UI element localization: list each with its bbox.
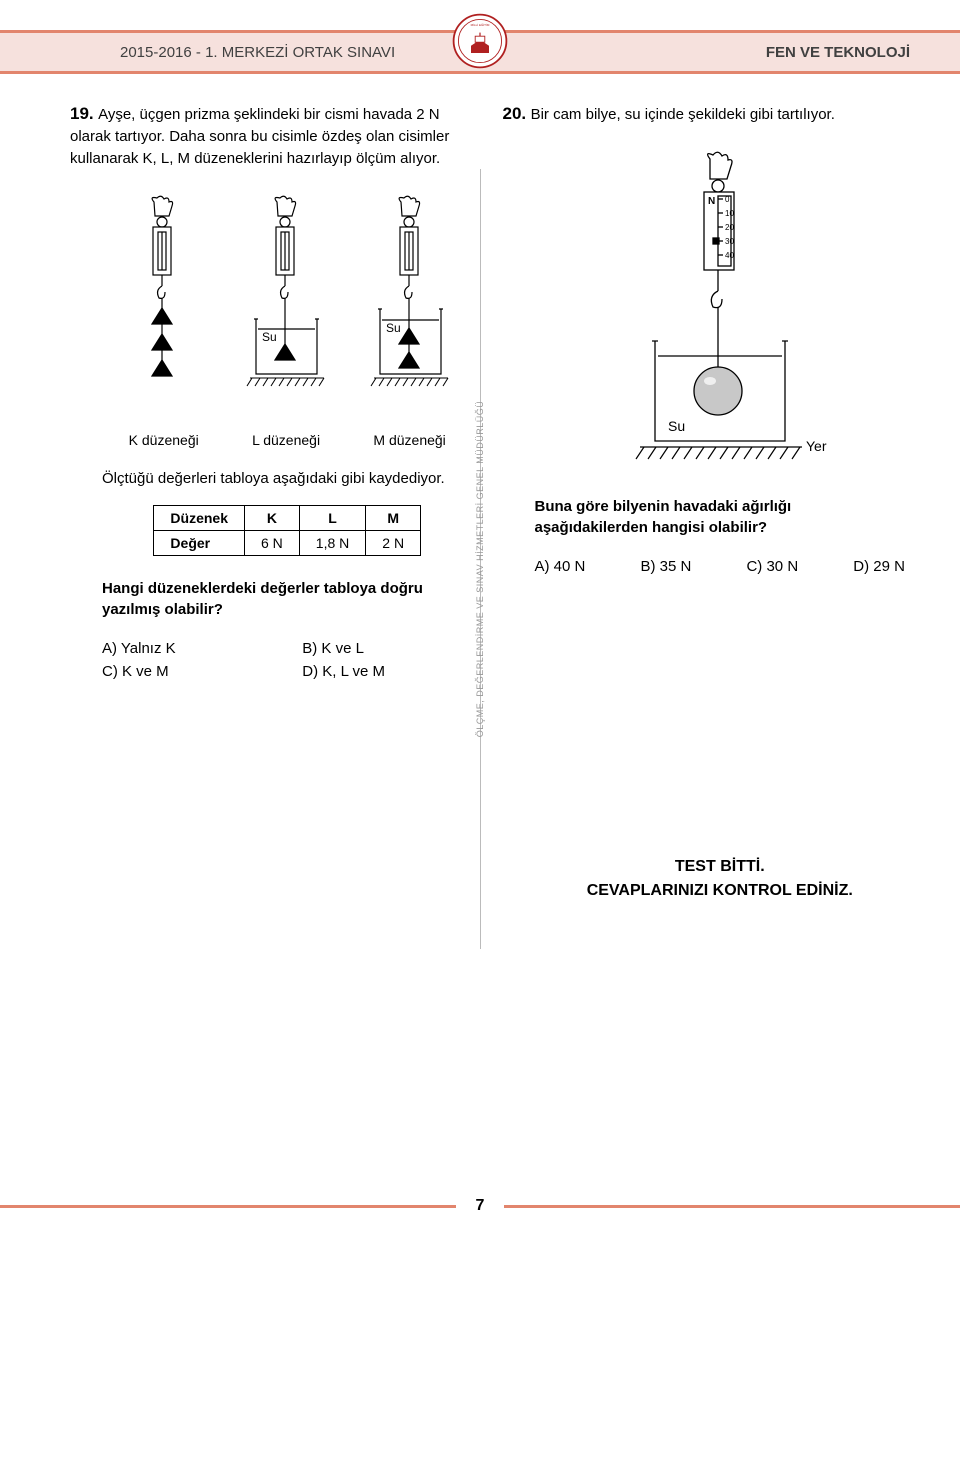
svg-text:Su: Su	[386, 321, 401, 335]
cell-m: 2 N	[366, 531, 421, 556]
q19-option-c: C) K ve M	[102, 663, 272, 680]
page-number: 7	[464, 1194, 497, 1218]
label-l: L düzeneği	[252, 432, 320, 448]
svg-text:30: 30	[725, 237, 734, 246]
left-column: 19. Ayşe, üçgen prizma şeklindeki bir ci…	[55, 104, 488, 1144]
q20-figure: N 0 10 20 30 40	[535, 151, 906, 481]
question-20: 20. Bir cam bilye, su içinde şekildeki g…	[503, 104, 906, 126]
setup-k-icon	[109, 194, 219, 424]
cell-l: 1,8 N	[299, 531, 365, 556]
svg-text:Yer: Yer	[806, 438, 827, 454]
content-area: 19. Ayşe, üçgen prizma şeklindeki bir ci…	[0, 74, 960, 1174]
label-m: M düzeneği	[373, 432, 445, 448]
meb-logo-icon: MİLLİ EĞİTİM	[450, 11, 510, 71]
q19-body: Su	[70, 194, 473, 680]
table-header-row: Düzenek K L M	[154, 506, 421, 531]
q20-body: N 0 10 20 30 40	[503, 151, 906, 903]
q20-number: 20.	[503, 104, 527, 123]
svg-text:0: 0	[725, 195, 730, 204]
q20-option-a: A) 40 N	[535, 558, 586, 575]
cell-k: 6 N	[245, 531, 300, 556]
svg-text:N: N	[708, 196, 715, 207]
q20-option-c: C) 30 N	[746, 558, 798, 575]
q19-text: Ayşe, üçgen prizma şeklindeki bir cismi …	[70, 106, 449, 167]
test-end-line1: TEST BİTTİ.	[535, 855, 906, 879]
q19-option-d: D) K, L ve M	[302, 663, 472, 680]
exam-title: 2015-2016 - 1. MERKEZİ ORTAK SINAVI	[120, 44, 395, 61]
footer-line-left	[0, 1205, 456, 1208]
q19-number: 19.	[70, 104, 94, 123]
q19-option-b: B) K ve L	[302, 640, 472, 657]
q20-question: Buna göre bilyenin havadaki ağırlığı aşa…	[535, 496, 906, 538]
q19-figure-row: Su	[102, 194, 473, 424]
question-19: 19. Ayşe, üçgen prizma şeklindeki bir ci…	[70, 104, 473, 169]
svg-text:40: 40	[725, 251, 734, 260]
q19-data-table: Düzenek K L M Değer 6 N 1,8 N 2 N	[153, 505, 421, 556]
q20-apparatus-icon: N 0 10 20 30 40	[610, 151, 830, 481]
header-bar: 2015-2016 - 1. MERKEZİ ORTAK SINAVI MİLL…	[0, 30, 960, 74]
subject-title: FEN VE TEKNOLOJİ	[766, 44, 910, 61]
svg-text:10: 10	[725, 209, 734, 218]
q19-options: A) Yalnız K B) K ve L C) K ve M D) K, L …	[102, 640, 473, 680]
setup-l-icon: Su	[232, 194, 342, 424]
q20-option-d: D) 29 N	[853, 558, 905, 575]
label-k: K düzeneği	[129, 432, 199, 448]
q19-option-a: A) Yalnız K	[102, 640, 272, 657]
footer-line-right	[504, 1205, 960, 1208]
page-footer: 7	[0, 1194, 960, 1218]
q20-text: Bir cam bilye, su içinde şekildeki gibi …	[531, 106, 835, 123]
vertical-ministry-label: ÖLÇME, DEĞERLENDİRME VE SINAV HİZMETLERİ…	[475, 401, 485, 738]
q20-option-b: B) 35 N	[640, 558, 691, 575]
svg-text:20: 20	[725, 223, 734, 232]
setup-m-icon: Su	[356, 194, 466, 424]
th-m: M	[366, 506, 421, 531]
test-end-line2: CEVAPLARINIZI KONTROL EDİNİZ.	[535, 879, 906, 903]
th-setup: Düzenek	[154, 506, 245, 531]
th-k: K	[245, 506, 300, 531]
q20-options: A) 40 N B) 35 N C) 30 N D) 29 N	[535, 558, 906, 575]
right-column: 20. Bir cam bilye, su içinde şekildeki g…	[488, 104, 921, 1144]
svg-text:Su: Su	[668, 418, 685, 434]
table-value-row: Değer 6 N 1,8 N 2 N	[154, 531, 421, 556]
q19-setup-labels: K düzeneği L düzeneği M düzeneği	[102, 432, 473, 448]
q19-record-text: Ölçtüğü değerleri tabloya aşağıdaki gibi…	[102, 470, 473, 487]
q19-question: Hangi düzeneklerdeki değerler tabloya do…	[102, 578, 473, 620]
th-l: L	[299, 506, 365, 531]
th-value: Değer	[154, 531, 245, 556]
test-end-notice: TEST BİTTİ. CEVAPLARINIZI KONTROL EDİNİZ…	[535, 855, 906, 903]
svg-text:MİLLİ EĞİTİM: MİLLİ EĞİTİM	[471, 22, 490, 27]
svg-text:Su: Su	[262, 330, 277, 344]
